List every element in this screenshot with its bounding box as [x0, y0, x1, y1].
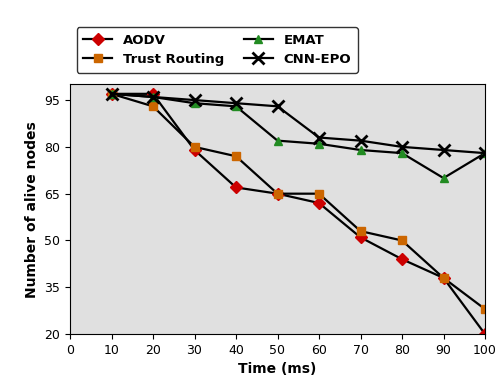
EMAT — [108, 91, 114, 96]
CNN-EPO — [358, 138, 364, 143]
CNN-EPO — [274, 104, 280, 109]
EMAT — [399, 151, 405, 156]
EMAT — [316, 141, 322, 146]
EMAT — [233, 104, 239, 109]
AODV — [440, 276, 446, 280]
EMAT — [440, 176, 446, 180]
X-axis label: Time (ms): Time (ms) — [238, 362, 316, 376]
Legend: AODV, Trust Routing, EMAT, CNN-EPO: AODV, Trust Routing, EMAT, CNN-EPO — [76, 27, 358, 73]
EMAT — [482, 151, 488, 156]
Trust Routing — [316, 191, 322, 196]
Trust Routing — [233, 154, 239, 159]
Line: CNN-EPO: CNN-EPO — [106, 88, 490, 159]
EMAT — [150, 95, 156, 99]
AODV — [482, 332, 488, 336]
CNN-EPO — [150, 95, 156, 99]
Line: Trust Routing: Trust Routing — [108, 90, 489, 313]
AODV — [316, 201, 322, 205]
Y-axis label: Number of alive nodes: Number of alive nodes — [24, 121, 38, 298]
CNN-EPO — [233, 101, 239, 106]
EMAT — [192, 101, 198, 106]
CNN-EPO — [440, 148, 446, 152]
Trust Routing — [274, 191, 280, 196]
Trust Routing — [358, 229, 364, 233]
Line: EMAT: EMAT — [108, 90, 489, 182]
Trust Routing — [108, 91, 114, 96]
Trust Routing — [440, 276, 446, 280]
AODV — [358, 235, 364, 240]
CNN-EPO — [108, 91, 114, 96]
CNN-EPO — [316, 135, 322, 140]
Line: AODV: AODV — [108, 90, 489, 338]
CNN-EPO — [482, 151, 488, 156]
AODV — [233, 185, 239, 190]
Trust Routing — [192, 145, 198, 149]
AODV — [192, 148, 198, 152]
CNN-EPO — [192, 98, 198, 103]
EMAT — [358, 148, 364, 152]
Trust Routing — [399, 238, 405, 243]
AODV — [150, 91, 156, 96]
Trust Routing — [150, 104, 156, 109]
CNN-EPO — [399, 145, 405, 149]
AODV — [108, 91, 114, 96]
AODV — [399, 257, 405, 262]
AODV — [274, 191, 280, 196]
EMAT — [274, 138, 280, 143]
Trust Routing — [482, 307, 488, 311]
